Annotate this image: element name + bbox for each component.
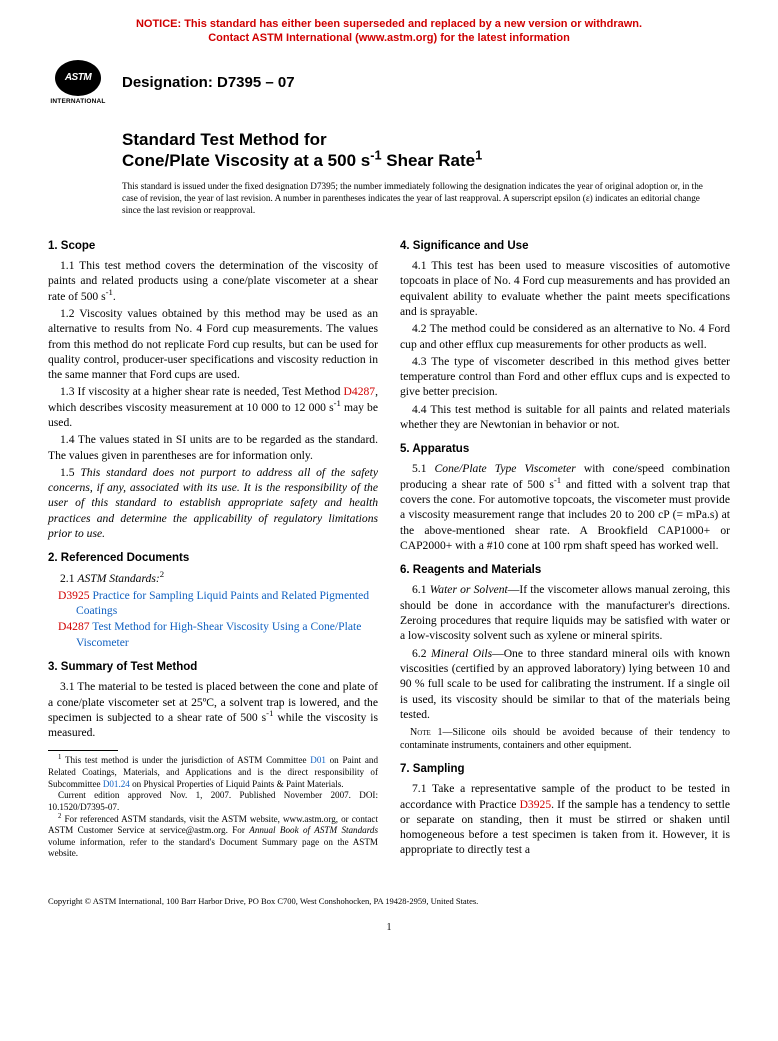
document-page: NOTICE: This standard has either been su… (0, 0, 778, 963)
section-1-head: 1. Scope (48, 239, 378, 254)
para-4-2: 4.2 The method could be considered as an… (400, 321, 730, 352)
para-5-1: 5.1 Cone/Plate Type Viscometer with cone… (400, 461, 730, 553)
left-column: 1. Scope 1.1 This test method covers the… (48, 239, 378, 860)
footnote-rule (48, 750, 118, 751)
link-d4287[interactable]: D4287 (344, 385, 376, 398)
link-d3925[interactable]: D3925 (520, 798, 552, 811)
para-4-1: 4.1 This test has been used to measure v… (400, 258, 730, 319)
notice-banner: NOTICE: This standard has either been su… (48, 18, 730, 46)
designation-text: Designation: D7395 – 07 (122, 74, 295, 91)
section-2-head: 2. Referenced Documents (48, 551, 378, 566)
right-column: 4. Significance and Use 4.1 This test ha… (400, 239, 730, 860)
logo-subtext: INTERNATIONAL (48, 98, 108, 105)
para-1-4: 1.4 The values stated in SI units are to… (48, 432, 378, 463)
para-1-1: 1.1 This test method covers the determin… (48, 258, 378, 304)
notice-line2: Contact ASTM International (www.astm.org… (208, 32, 570, 44)
notice-line1: NOTICE: This standard has either been su… (136, 18, 642, 30)
footnote-2: 2 For referenced ASTM standards, visit t… (48, 814, 378, 861)
ref-d3925[interactable]: D3925 Practice for Sampling Liquid Paint… (48, 588, 378, 619)
section-4-head: 4. Significance and Use (400, 239, 730, 254)
link-d01[interactable]: D01 (310, 755, 326, 765)
section-7-head: 7. Sampling (400, 762, 730, 777)
section-6-head: 6. Reagents and Materials (400, 563, 730, 578)
header-row: ASTM INTERNATIONAL Designation: D7395 – … (48, 60, 730, 105)
para-1-5: 1.5 This standard does not purport to ad… (48, 465, 378, 541)
footnote-1: 1 This test method is under the jurisdic… (48, 755, 378, 790)
issuance-note: This standard is issued under the fixed … (122, 181, 710, 217)
para-3-1: 3.1 The material to be tested is placed … (48, 679, 378, 740)
para-4-4: 4.4 This test method is suitable for all… (400, 402, 730, 433)
link-d0124[interactable]: D01.24 (103, 779, 130, 789)
para-1-2: 1.2 Viscosity values obtained by this me… (48, 306, 378, 382)
para-4-3: 4.3 The type of viscometer described in … (400, 354, 730, 400)
section-5-head: 5. Apparatus (400, 442, 730, 457)
para-1-3: 1.3 If viscosity at a higher shear rate … (48, 384, 378, 430)
section-3-head: 3. Summary of Test Method (48, 660, 378, 675)
ref-d4287[interactable]: D4287 Test Method for High-Shear Viscosi… (48, 619, 378, 650)
para-2-1: 2.1 ASTM Standards:2 (48, 571, 378, 586)
astm-logo: ASTM INTERNATIONAL (48, 60, 108, 105)
footnote-1b: Current edition approved Nov. 1, 2007. P… (48, 790, 378, 813)
para-7-1: 7.1 Take a representative sample of the … (400, 781, 730, 857)
logo-globe-icon: ASTM (55, 60, 101, 96)
two-column-body: 1. Scope 1.1 This test method covers the… (48, 239, 730, 860)
page-number: 1 (48, 922, 730, 933)
para-6-1: 6.1 Water or Solvent—If the viscometer a… (400, 582, 730, 643)
note-1: Note 1—Silicone oils should be avoided b… (400, 726, 730, 752)
copyright-line: Copyright © ASTM International, 100 Barr… (48, 896, 730, 906)
title-block: Standard Test Method for Cone/Plate Visc… (122, 129, 730, 172)
standard-title: Standard Test Method for Cone/Plate Visc… (122, 129, 730, 172)
para-6-2: 6.2 Mineral Oils—One to three standard m… (400, 646, 730, 722)
